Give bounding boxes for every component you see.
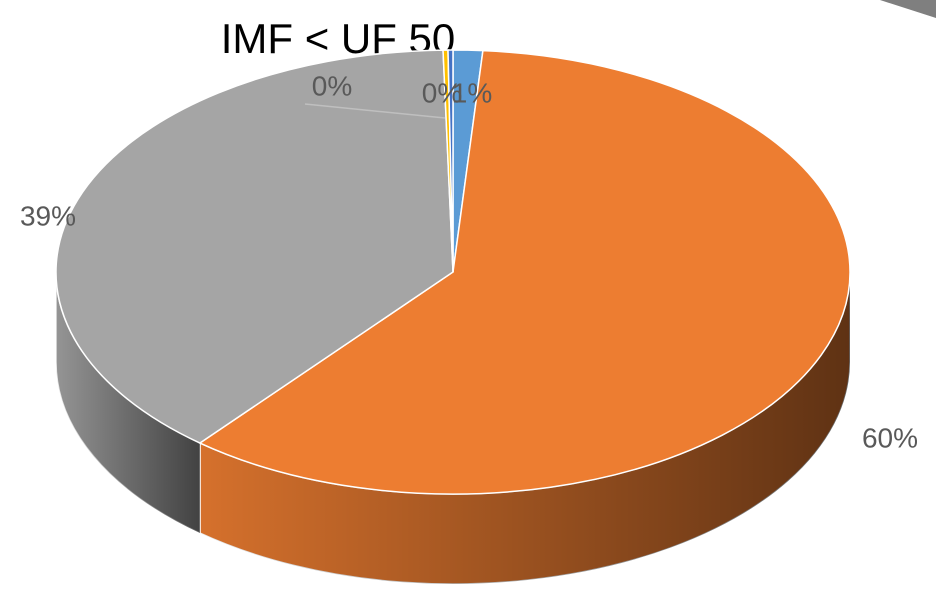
leader-line	[304, 103, 446, 119]
data-label: 0%	[312, 70, 352, 101]
side-shade	[55, 272, 200, 534]
data-label: 0%	[422, 77, 462, 108]
pie-slice	[55, 49, 454, 444]
side-shade	[199, 272, 850, 584]
labels: 1% 60% 39% 0% 0%	[20, 70, 918, 453]
pie-slice	[198, 49, 851, 495]
pie-sides	[55, 271, 851, 585]
data-label: 60%	[862, 422, 918, 453]
decoration	[880, 0, 936, 18]
pie-tops	[55, 49, 851, 495]
data-label: 39%	[20, 200, 76, 231]
data-label: 1%	[452, 77, 492, 108]
pie-slice	[447, 49, 454, 273]
